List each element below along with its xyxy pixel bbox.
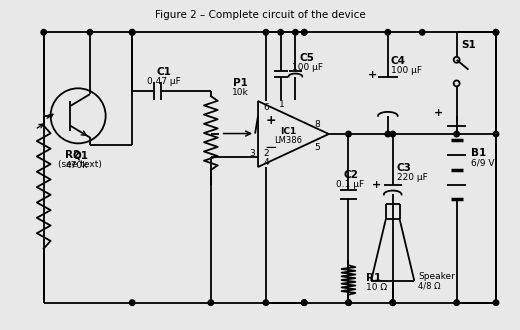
Circle shape (87, 29, 93, 35)
Text: B1: B1 (472, 148, 487, 158)
Text: Speaker: Speaker (418, 272, 455, 280)
Text: LM386: LM386 (275, 136, 303, 146)
Text: C4: C4 (391, 56, 406, 66)
Circle shape (129, 29, 135, 35)
Circle shape (390, 131, 396, 137)
Text: 220 μF: 220 μF (397, 173, 427, 182)
Text: +: + (372, 180, 382, 190)
Text: R2: R2 (66, 150, 81, 160)
Circle shape (302, 300, 307, 305)
Circle shape (385, 131, 391, 137)
Circle shape (302, 29, 307, 35)
Text: 2: 2 (263, 149, 269, 158)
Text: Figure 2 – Complete circuit of the device: Figure 2 – Complete circuit of the devic… (154, 10, 366, 19)
Text: C1: C1 (156, 67, 171, 77)
Circle shape (385, 29, 391, 35)
Text: (see text): (see text) (58, 160, 102, 170)
Text: 100 μF: 100 μF (292, 63, 323, 72)
Circle shape (41, 29, 46, 35)
Text: 3: 3 (249, 148, 255, 158)
Circle shape (302, 29, 307, 35)
Circle shape (263, 300, 269, 305)
Circle shape (129, 300, 135, 305)
Text: C3: C3 (397, 163, 411, 173)
Text: IC1: IC1 (280, 127, 296, 136)
Circle shape (129, 29, 135, 35)
Circle shape (493, 131, 499, 137)
Circle shape (493, 300, 499, 305)
Text: −: − (265, 140, 277, 155)
Circle shape (346, 300, 351, 305)
Circle shape (278, 29, 283, 35)
Text: 6: 6 (263, 104, 269, 113)
Text: 4: 4 (263, 157, 269, 167)
Text: +: + (434, 108, 444, 118)
Circle shape (263, 29, 269, 35)
Text: 4/8 Ω: 4/8 Ω (418, 281, 441, 290)
Text: +: + (368, 70, 376, 80)
Text: 470k: 470k (66, 161, 88, 171)
Text: P1: P1 (233, 79, 248, 88)
Circle shape (346, 131, 351, 137)
Text: 6/9 V: 6/9 V (472, 158, 495, 168)
Text: 10k: 10k (232, 88, 249, 97)
Circle shape (420, 29, 425, 35)
Text: R1: R1 (366, 273, 382, 283)
Circle shape (346, 300, 351, 305)
Text: +: + (266, 114, 276, 127)
Text: C2: C2 (343, 170, 358, 180)
Text: C5: C5 (300, 53, 315, 63)
Circle shape (454, 300, 459, 305)
Text: 5: 5 (314, 143, 320, 152)
Circle shape (390, 300, 396, 305)
Text: 1: 1 (279, 100, 284, 109)
Circle shape (293, 29, 298, 35)
Text: 8: 8 (314, 120, 320, 129)
Circle shape (390, 300, 396, 305)
Circle shape (208, 300, 214, 305)
Circle shape (493, 29, 499, 35)
Text: 10 Ω: 10 Ω (366, 283, 387, 292)
Text: 0.1 μF: 0.1 μF (336, 180, 365, 189)
Text: 100 μF: 100 μF (391, 66, 422, 75)
Text: 0.47 μF: 0.47 μF (147, 77, 180, 86)
Circle shape (493, 29, 499, 35)
Text: S1: S1 (461, 40, 476, 50)
Text: Q1: Q1 (72, 150, 88, 160)
Circle shape (302, 300, 307, 305)
Circle shape (454, 131, 459, 137)
